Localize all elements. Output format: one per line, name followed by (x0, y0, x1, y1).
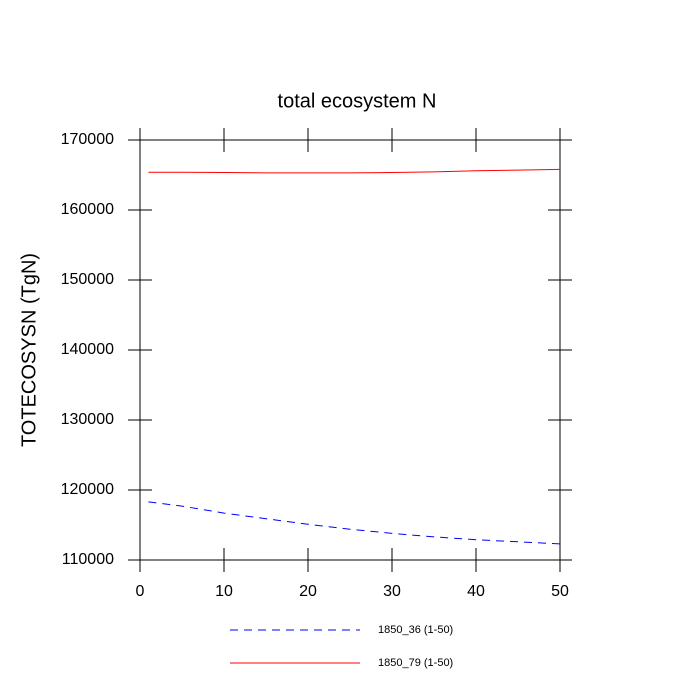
chart-title: total ecosystem N (278, 90, 437, 112)
y-tick-label: 130000 (61, 411, 114, 428)
legend-label: 1850_36 (1-50) (378, 624, 453, 636)
y-axis-label: TOTECOSYSN (TgN) (18, 253, 40, 447)
data-line (148, 501, 561, 545)
data-line (148, 168, 561, 174)
y-tick-label: 150000 (61, 271, 114, 288)
y-tick-label: 170000 (61, 131, 114, 148)
y-tick-label: 160000 (61, 201, 114, 218)
x-tick-label: 20 (299, 583, 317, 600)
x-tick-label: 40 (467, 583, 485, 600)
x-tick-label: 10 (215, 583, 233, 600)
x-tick-label: 30 (383, 583, 401, 600)
legend-label: 1850_79 (1-50) (378, 657, 453, 669)
y-tick-label: 110000 (62, 551, 114, 568)
y-tick-label: 120000 (61, 481, 114, 498)
y-tick-label: 140000 (61, 341, 114, 358)
plot-frame (139, 139, 561, 561)
x-tick-label: 50 (551, 583, 569, 600)
x-tick-label: 0 (136, 583, 145, 600)
